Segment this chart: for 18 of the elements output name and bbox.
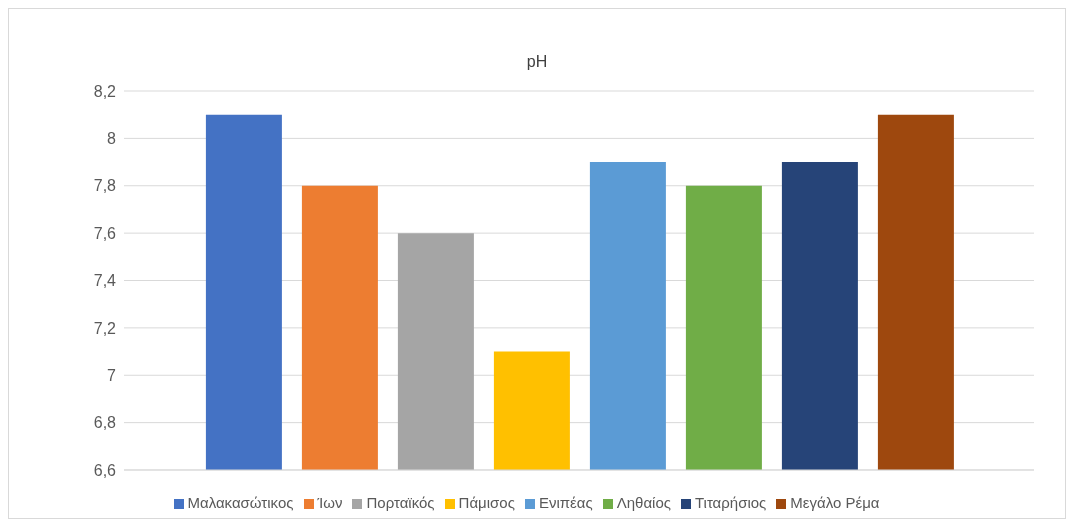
legend-label: Ενιπέας (538, 494, 593, 511)
legend-label: Πορταϊκός (366, 494, 435, 511)
y-tick-label: 7,6 (93, 224, 117, 242)
y-tick-label: 8 (107, 130, 117, 148)
legend-label: Ίων (317, 494, 343, 511)
y-tick-label: 7 (107, 366, 117, 384)
legend-label: Μαλακασώτικος (187, 494, 294, 511)
legend-label: Ληθαίος (616, 494, 671, 511)
y-tick-label: 7,2 (93, 319, 117, 337)
y-tick-label: 7,4 (93, 272, 117, 290)
legend-label: Μεγάλο Ρέμα (790, 494, 880, 511)
chart-title: pH (525, 53, 549, 71)
y-tick-label: 6,6 (93, 461, 117, 479)
y-tick-label: 7,8 (93, 177, 117, 195)
y-tick-label: 6,8 (93, 414, 117, 432)
legend-label: Τιταρήσιος (694, 494, 767, 511)
y-tick-label: 8,2 (93, 82, 117, 100)
legend-label: Πάμισος (458, 494, 515, 511)
